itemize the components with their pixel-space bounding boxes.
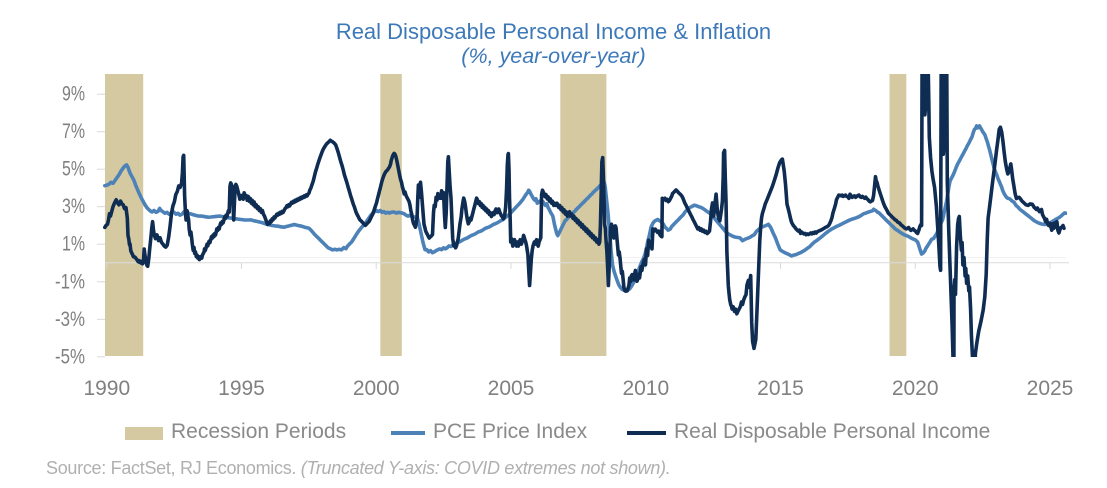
svg-text:1995: 1995	[218, 377, 265, 400]
svg-text:9%: 9%	[62, 83, 85, 106]
svg-text:3%: 3%	[62, 195, 85, 218]
svg-text:5%: 5%	[62, 158, 85, 181]
svg-text:2025: 2025	[1027, 377, 1074, 400]
svg-text:2015: 2015	[757, 377, 804, 400]
svg-text:1990: 1990	[83, 377, 130, 400]
svg-text:2000: 2000	[353, 377, 400, 400]
svg-text:-1%: -1%	[55, 270, 85, 293]
svg-text:2020: 2020	[892, 377, 939, 400]
svg-text:1%: 1%	[62, 233, 85, 256]
svg-text:-3%: -3%	[55, 308, 85, 331]
svg-text:-5%: -5%	[55, 345, 85, 368]
svg-text:2010: 2010	[622, 377, 669, 400]
svg-text:7%: 7%	[62, 120, 85, 143]
svg-text:2005: 2005	[488, 377, 535, 400]
